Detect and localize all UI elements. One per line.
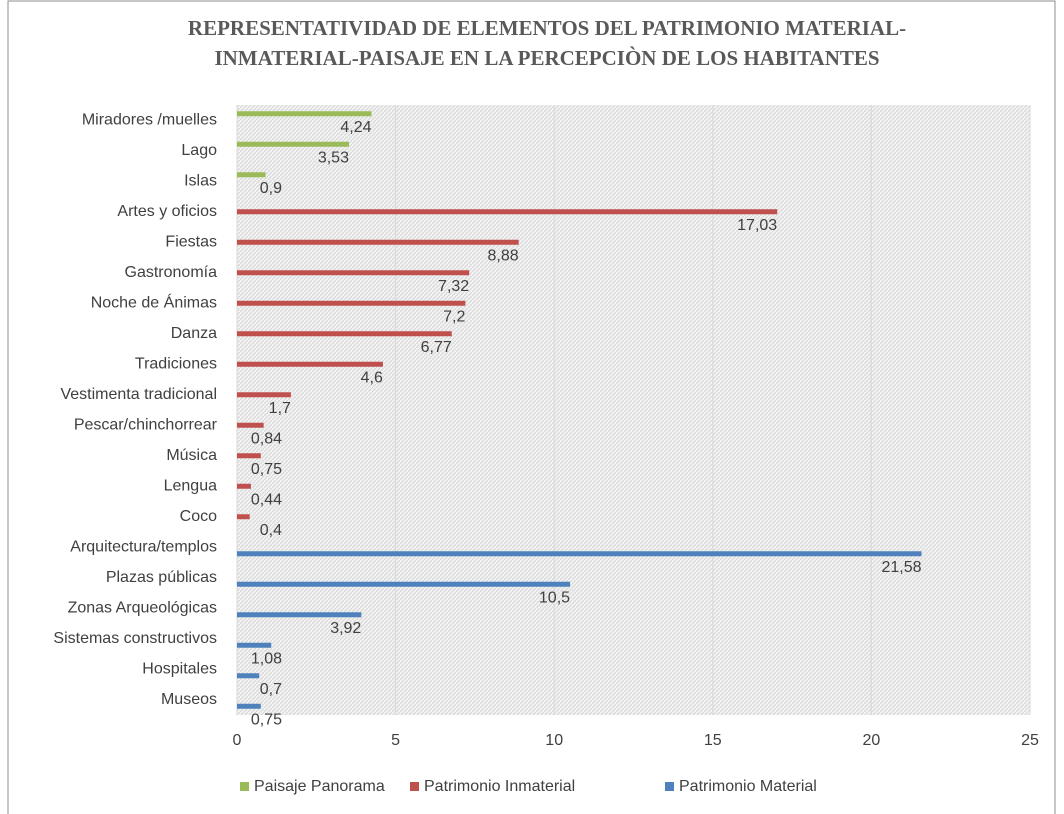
x-tick-label: 10: [545, 732, 563, 749]
y-tick-label: Noche de Ánimas: [91, 292, 217, 311]
y-tick-label: Miradores /muelles: [82, 111, 217, 128]
legend-swatch: [665, 782, 674, 791]
chart-title: INMATERIAL-PAISAJE EN LA PERCEPCIÒN DE L…: [214, 46, 879, 70]
data-label: 1,7: [269, 400, 291, 417]
legend-label: Patrimonio Inmaterial: [424, 778, 575, 795]
y-tick-label: Lengua: [164, 477, 217, 494]
bar: [237, 551, 922, 557]
y-tick-label: Museos: [161, 691, 217, 708]
data-label: 6,77: [421, 339, 452, 356]
legend-swatch: [240, 782, 249, 791]
y-tick-label: Islas: [184, 172, 217, 189]
data-label: 4,6: [361, 369, 383, 386]
data-label: 0,75: [251, 711, 282, 728]
chart-title: REPRESENTATIVIDAD DE ELEMENTOS DEL PATRI…: [188, 16, 906, 40]
y-tick-label: Tradiciones: [135, 355, 217, 372]
data-label: 8,88: [488, 247, 519, 264]
bar: [237, 422, 264, 428]
bar: [237, 612, 362, 618]
bar: [237, 141, 349, 147]
y-tick-label: Gastronomía: [125, 264, 218, 281]
legend-label: Paisaje Panorama: [254, 778, 385, 795]
data-label: 7,2: [443, 308, 465, 325]
data-label: 4,24: [340, 119, 371, 136]
bar: [237, 703, 261, 709]
data-label: 10,5: [539, 589, 570, 606]
y-tick-label: Lago: [181, 142, 217, 159]
y-tick-label: Coco: [180, 508, 217, 525]
y-tick-label: Arquitectura/templos: [70, 538, 217, 555]
bar: [237, 270, 470, 276]
legend-label: Patrimonio Material: [679, 778, 817, 795]
data-label: 1,08: [251, 650, 282, 667]
bar: [237, 453, 261, 459]
x-tick-label: 5: [391, 732, 400, 749]
data-label: 3,92: [330, 620, 361, 637]
y-tick-label: Zonas Arqueológicas: [68, 599, 217, 616]
bar: [237, 209, 778, 215]
bar: [237, 111, 372, 117]
data-label: 3,53: [318, 149, 349, 166]
bar: [237, 331, 452, 337]
bar: [237, 514, 250, 520]
x-tick-label: 0: [233, 732, 242, 749]
x-tick-label: 25: [1021, 732, 1039, 749]
bar: [237, 392, 291, 398]
y-tick-label: Danza: [171, 325, 217, 342]
bar: [237, 239, 519, 245]
legend-swatch: [410, 782, 419, 791]
y-tick-label: Música: [166, 447, 217, 464]
data-label: 21,58: [881, 559, 921, 576]
data-label: 17,03: [737, 217, 777, 234]
y-tick-label: Plazas públicas: [106, 569, 217, 586]
bar: [237, 642, 272, 648]
bar: [237, 172, 266, 178]
plot-area: [237, 105, 1030, 715]
y-tick-label: Hospitales: [142, 660, 217, 677]
data-label: 0,4: [260, 522, 282, 539]
data-label: 0,75: [251, 461, 282, 478]
bar: [237, 361, 383, 367]
x-tick-label: 20: [863, 732, 881, 749]
y-tick-label: Pescar/chinchorrear: [74, 416, 218, 433]
data-label: 7,32: [438, 278, 469, 295]
x-tick-label: 15: [704, 732, 722, 749]
data-label: 0,7: [260, 681, 282, 698]
y-tick-label: Artes y oficios: [117, 203, 217, 220]
data-label: 0,44: [251, 491, 282, 508]
data-label: 0,84: [251, 430, 282, 447]
y-tick-label: Sistemas constructivos: [53, 630, 217, 647]
y-tick-label: Fiestas: [165, 233, 217, 250]
bar: [237, 483, 251, 489]
bar: [237, 300, 466, 306]
bar: [237, 581, 571, 587]
y-tick-label: Vestimenta tradicional: [60, 386, 217, 403]
data-label: 0,9: [260, 180, 282, 197]
bar: [237, 673, 260, 679]
